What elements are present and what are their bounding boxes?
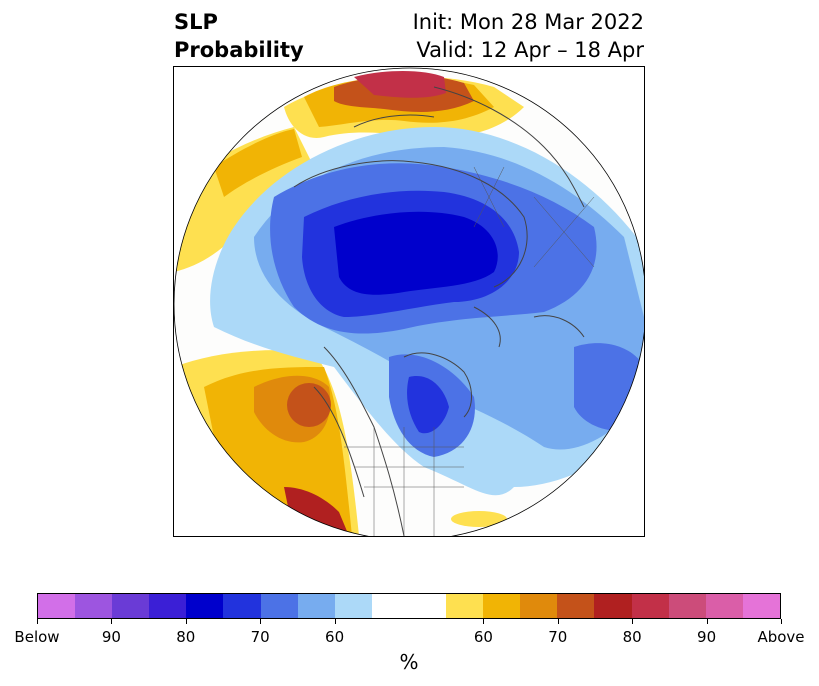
colorbar-tick-mark xyxy=(483,619,485,624)
colorbar-segment xyxy=(705,594,743,618)
colorbar-tick-mark xyxy=(334,619,336,624)
colorbar-tick-label: 90 xyxy=(101,628,121,646)
probability-map-svg xyxy=(174,67,644,536)
colorbar-segment xyxy=(223,594,261,618)
colorbar-segment xyxy=(112,594,150,618)
colorbar-tick-label: 70 xyxy=(548,628,568,646)
colorbar-tick-mark xyxy=(632,619,634,624)
map-boundary xyxy=(174,67,644,536)
colorbar-segment xyxy=(668,594,706,618)
title-block: SLP Probability xyxy=(174,8,304,64)
colorbar xyxy=(37,593,781,619)
colorbar-segment xyxy=(297,594,335,618)
colorbar-segment xyxy=(483,594,521,618)
cool-region-east xyxy=(574,343,644,431)
colorbar-tick-label: 60 xyxy=(325,628,345,646)
colorbar-unit: % xyxy=(399,650,419,674)
warm-region-southwest-peak xyxy=(287,383,331,427)
colorbar-tick-mark xyxy=(781,619,782,624)
colorbar-tick-label: Below xyxy=(14,628,60,646)
cool-region-hudson-core xyxy=(407,376,449,434)
coastline-layer xyxy=(293,86,585,536)
colorbar-segment xyxy=(260,594,298,618)
cool-region-peak xyxy=(334,211,498,295)
colorbar-tick-mark xyxy=(706,619,708,624)
colorbar-segment xyxy=(742,594,780,618)
colorbar-segment xyxy=(594,594,632,618)
colorbar-tick-mark xyxy=(557,619,559,624)
colorbar-tick-label: 90 xyxy=(697,628,717,646)
init-date: Init: Mon 28 Mar 2022 xyxy=(412,10,644,34)
colorbar-segment xyxy=(186,594,224,618)
warm-region-gulf xyxy=(451,511,507,527)
colorbar-tick-label: Above xyxy=(757,628,805,646)
colorbar-tick-label: 60 xyxy=(473,628,493,646)
title-variable: SLP xyxy=(174,10,218,34)
colorbar-segment xyxy=(557,594,595,618)
colorbar-segment xyxy=(149,594,187,618)
borders-layer xyxy=(344,166,595,536)
warm-region-left-inner xyxy=(214,129,302,197)
colorbar-segment xyxy=(334,594,372,618)
valid-range: Valid: 12 Apr – 18 Apr xyxy=(416,38,644,62)
title-kind: Probability xyxy=(174,38,304,62)
colorbar-segment xyxy=(38,594,76,618)
colorbar-segment xyxy=(520,594,558,618)
polar-map xyxy=(173,66,645,537)
colorbar-segment xyxy=(631,594,669,618)
colorbar-segment xyxy=(408,594,447,618)
colorbar-tick-mark xyxy=(185,619,187,624)
date-block: Init: Mon 28 Mar 2022 Valid: 12 Apr – 18… xyxy=(413,8,644,64)
colorbar-tick-label: 80 xyxy=(622,628,642,646)
colorbar-segment xyxy=(371,594,409,618)
colorbar-tick-label: 70 xyxy=(250,628,270,646)
colorbar-tick-mark xyxy=(260,619,262,624)
colorbar-tick-label: 80 xyxy=(176,628,196,646)
colorbar-segment xyxy=(446,594,484,618)
colorbar-tick-mark xyxy=(37,619,38,624)
colorbar-tick-mark xyxy=(111,619,113,624)
colorbar-segment xyxy=(75,594,113,618)
warm-region-north-peak xyxy=(354,71,446,98)
